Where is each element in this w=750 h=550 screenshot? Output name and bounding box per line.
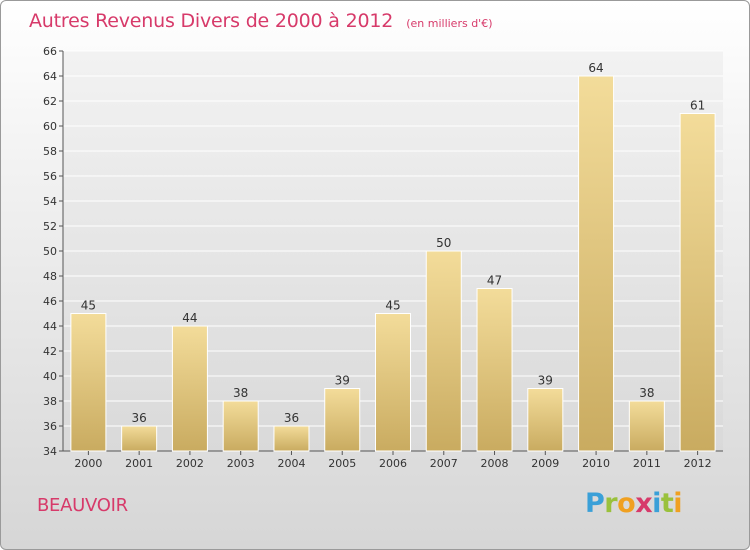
- x-tick-label: 2003: [227, 457, 255, 470]
- bar: [70, 313, 107, 452]
- title-row: Autres Revenus Divers de 2000 à 2012 (en…: [29, 10, 493, 32]
- y-tick-label: 50: [43, 245, 57, 258]
- y-tick-label: 34: [43, 445, 57, 458]
- y-tick-label: 38: [43, 395, 57, 408]
- y-tick-label: 36: [43, 420, 57, 433]
- x-tick-label: 2005: [328, 457, 356, 470]
- x-tick-label: 2012: [684, 457, 712, 470]
- data-label: 38: [233, 386, 248, 400]
- logo-letter: i: [673, 488, 683, 519]
- logo-letter: o: [617, 488, 636, 519]
- proxiti-logo: Proxiti: [585, 488, 683, 519]
- y-tick-label: 48: [43, 270, 57, 283]
- logo-letter: x: [635, 488, 653, 519]
- x-tick-label: 2007: [430, 457, 458, 470]
- bar: [273, 425, 310, 452]
- y-tick-label: 54: [43, 195, 57, 208]
- data-label: 36: [284, 411, 299, 425]
- data-label: 44: [182, 311, 197, 325]
- x-tick-label: 2000: [74, 457, 102, 470]
- y-tick-label: 60: [43, 120, 57, 133]
- bar: [324, 388, 361, 452]
- y-tick-label: 56: [43, 170, 57, 183]
- bar: [628, 400, 665, 452]
- data-label: 38: [639, 386, 654, 400]
- bar: [425, 250, 462, 452]
- x-tick-label: 2010: [582, 457, 610, 470]
- logo-letter: P: [585, 488, 605, 519]
- y-tick-label: 46: [43, 295, 57, 308]
- data-label: 36: [132, 411, 147, 425]
- data-label: 61: [690, 99, 705, 113]
- bar: [476, 288, 513, 452]
- data-label: 45: [385, 299, 400, 313]
- bar: [121, 425, 158, 452]
- logo-letter: t: [660, 488, 674, 519]
- data-label: 45: [81, 299, 96, 313]
- bar: [679, 113, 716, 452]
- data-label: 50: [436, 236, 451, 250]
- y-tick-label: 62: [43, 95, 57, 108]
- chart-subtitle: (en milliers d'€): [406, 17, 493, 30]
- bar: [578, 75, 615, 452]
- bar: [527, 388, 564, 452]
- x-tick-label: 2011: [633, 457, 661, 470]
- bar: [171, 325, 208, 452]
- x-tick-label: 2004: [277, 457, 305, 470]
- y-tick-label: 58: [43, 145, 57, 158]
- x-tick-label: 2001: [125, 457, 153, 470]
- y-tick-label: 64: [43, 70, 57, 83]
- y-tick-label: 42: [43, 345, 57, 358]
- logo-letter: r: [604, 488, 618, 519]
- y-tick-label: 40: [43, 370, 57, 383]
- logo-letter: i: [652, 488, 661, 519]
- data-label: 47: [487, 274, 502, 288]
- y-tick-label: 52: [43, 220, 57, 233]
- data-label: 64: [588, 61, 603, 75]
- y-tick-label: 66: [43, 45, 57, 58]
- bar: [222, 400, 259, 452]
- data-label: 39: [335, 374, 350, 388]
- x-tick-label: 2006: [379, 457, 407, 470]
- x-tick-label: 2008: [481, 457, 509, 470]
- x-tick-label: 2009: [531, 457, 559, 470]
- chart-title: Autres Revenus Divers de 2000 à 2012: [29, 10, 394, 32]
- y-tick-label: 44: [43, 320, 57, 333]
- x-tick-label: 2002: [176, 457, 204, 470]
- place-name: BEAUVOIR: [37, 495, 128, 516]
- bar: [375, 313, 411, 452]
- data-label: 39: [538, 374, 553, 388]
